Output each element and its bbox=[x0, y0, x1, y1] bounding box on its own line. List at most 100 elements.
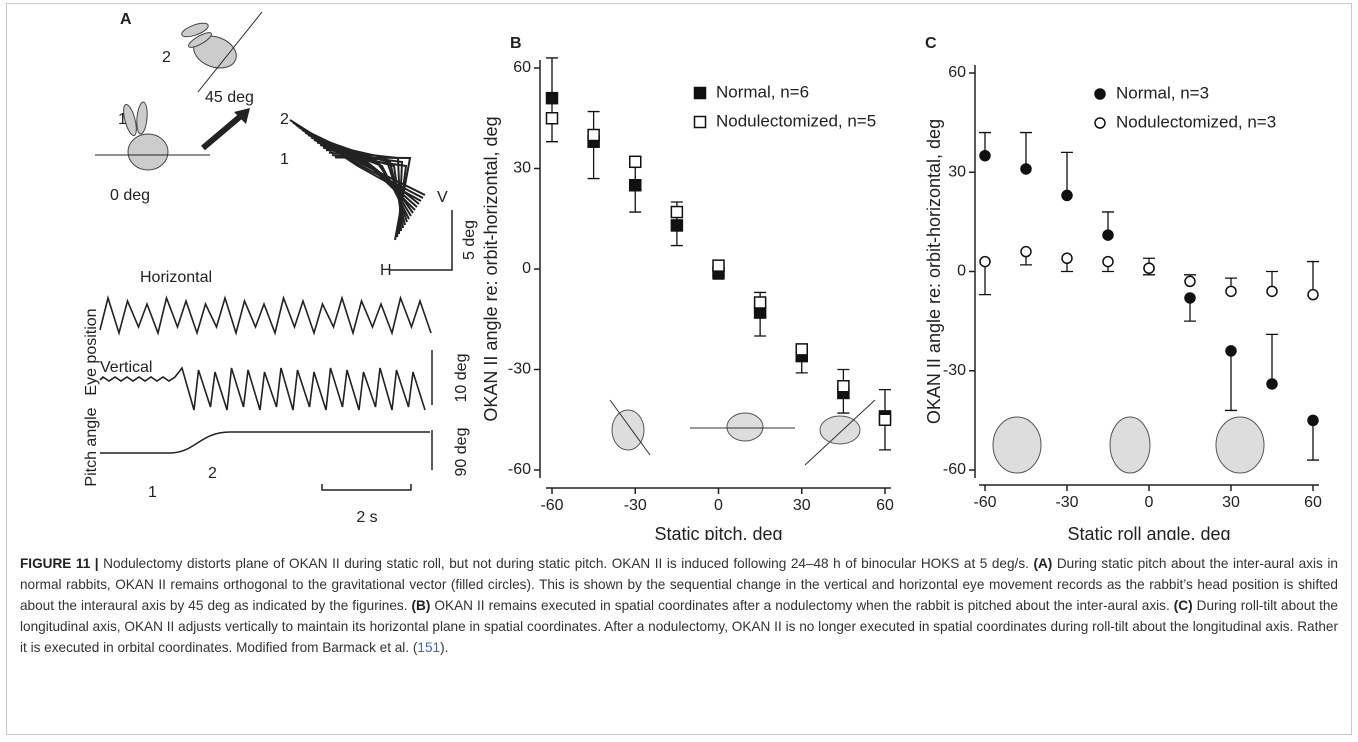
arrow-head bbox=[234, 108, 250, 124]
label: Pitch angle bbox=[83, 407, 100, 486]
data-point bbox=[1102, 255, 1114, 268]
panel-letter: C bbox=[925, 35, 937, 52]
label: V bbox=[437, 189, 448, 206]
y-tick-label: 0 bbox=[957, 263, 966, 280]
legend-label: Normal, n=6 bbox=[716, 82, 809, 101]
data-point bbox=[837, 380, 850, 393]
data-point bbox=[587, 128, 600, 142]
data-point bbox=[979, 255, 991, 268]
y-tick-label: -60 bbox=[508, 461, 531, 478]
y-tick-label: 60 bbox=[948, 64, 966, 81]
legend-label: Nodulectomized, n=3 bbox=[1116, 112, 1276, 131]
label: H bbox=[380, 262, 392, 279]
y-tick-label: 0 bbox=[522, 260, 531, 277]
data-point bbox=[753, 296, 767, 309]
data-point bbox=[1225, 345, 1237, 357]
rabbit-figurine bbox=[123, 101, 169, 171]
trace bbox=[99, 295, 432, 336]
label: 5 deg bbox=[461, 220, 478, 260]
x-tick-label: 0 bbox=[714, 497, 723, 514]
data-point bbox=[545, 91, 559, 105]
figure: A 2 45 deg 1 0 deg 2 1 V H 5 deg Horizon… bbox=[83, 11, 1322, 540]
y-tick-label: 60 bbox=[513, 59, 531, 76]
legend-marker bbox=[1094, 88, 1106, 100]
error-bar bbox=[1307, 420, 1319, 461]
data-point bbox=[629, 155, 642, 169]
data-point bbox=[1225, 285, 1237, 298]
x-tick-label: -30 bbox=[1055, 494, 1078, 511]
data-point bbox=[979, 149, 991, 162]
error-bar bbox=[546, 57, 558, 99]
legend-label: Nodulectomized, n=5 bbox=[716, 111, 876, 130]
data-point bbox=[670, 205, 684, 219]
label: 0 deg bbox=[110, 187, 150, 204]
caption-label: (A) bbox=[1033, 556, 1053, 571]
y-tick-label: -30 bbox=[943, 362, 966, 379]
data-point bbox=[1020, 163, 1032, 175]
data-point bbox=[1307, 414, 1319, 427]
data-point bbox=[1266, 285, 1278, 298]
caption-text: OKAN II remains executed in spatial coor… bbox=[430, 598, 1174, 613]
panel-letter: A bbox=[120, 11, 132, 28]
time-bar bbox=[321, 484, 412, 491]
y-axis-label: OKAN II angle re: orbit-horizontal, deg bbox=[481, 116, 501, 421]
data-point bbox=[1102, 229, 1114, 241]
x-tick-label: 60 bbox=[876, 497, 894, 514]
x-tick-label: -30 bbox=[624, 497, 647, 514]
error-bar bbox=[1225, 350, 1237, 412]
data-point bbox=[795, 343, 808, 356]
x-tick-label: 0 bbox=[1145, 494, 1154, 511]
caption-text: Nodulectomy distorts plane of OKAN II du… bbox=[98, 556, 1034, 571]
x-axis-label: Static roll angle, deg bbox=[1067, 524, 1230, 540]
label: Horizontal bbox=[140, 269, 212, 286]
x-axis-label: Static pitch, deg bbox=[654, 524, 782, 540]
x-tick-label: -60 bbox=[973, 494, 996, 511]
label: 1 bbox=[148, 484, 157, 501]
label: 2 bbox=[162, 49, 171, 66]
trace bbox=[334, 156, 412, 241]
data-point bbox=[545, 112, 559, 125]
error-bar bbox=[1266, 333, 1278, 384]
data-point bbox=[629, 179, 642, 192]
caption-label: (C) bbox=[1173, 598, 1193, 613]
label: 2 bbox=[208, 465, 217, 482]
arrow bbox=[201, 112, 244, 151]
error-bar bbox=[1020, 131, 1032, 169]
x-tick-label: 30 bbox=[793, 497, 811, 514]
label: 1 bbox=[280, 151, 289, 168]
figure-frame bbox=[6, 3, 1352, 735]
label: Eye position bbox=[83, 308, 100, 395]
data-point bbox=[1184, 292, 1196, 304]
y-tick-label: -30 bbox=[508, 361, 531, 378]
legend-marker bbox=[693, 86, 707, 100]
data-point bbox=[1061, 189, 1073, 202]
figure-label: FIGURE 11 | bbox=[20, 556, 99, 571]
caption-text: ). bbox=[440, 640, 449, 655]
data-point bbox=[878, 413, 892, 426]
reference-link[interactable]: 151 bbox=[417, 640, 441, 655]
label: Vertical bbox=[100, 359, 152, 376]
rabbit-figurine bbox=[611, 409, 1265, 474]
data-point bbox=[1061, 252, 1073, 265]
error-bar bbox=[1061, 151, 1073, 196]
y-tick-label: 30 bbox=[948, 163, 966, 180]
scale-bar bbox=[390, 210, 453, 271]
data-point bbox=[1020, 245, 1032, 258]
caption-label: (B) bbox=[411, 598, 431, 613]
legend-marker bbox=[1094, 117, 1106, 129]
panel-letter: B bbox=[510, 35, 522, 52]
label: 2 bbox=[280, 111, 289, 128]
data-point bbox=[1307, 288, 1319, 301]
axis-line bbox=[609, 399, 876, 466]
trace-bundle bbox=[289, 119, 426, 241]
x-tick-label: -60 bbox=[540, 497, 563, 514]
legend-marker bbox=[693, 115, 707, 129]
label: 45 deg bbox=[205, 89, 254, 106]
label: 90 deg bbox=[453, 428, 470, 477]
label: 1 bbox=[118, 111, 127, 128]
y-tick-label: -60 bbox=[943, 461, 966, 478]
data-point bbox=[1143, 262, 1155, 274]
label: 2 s bbox=[356, 509, 377, 526]
eye-trace bbox=[99, 295, 432, 411]
